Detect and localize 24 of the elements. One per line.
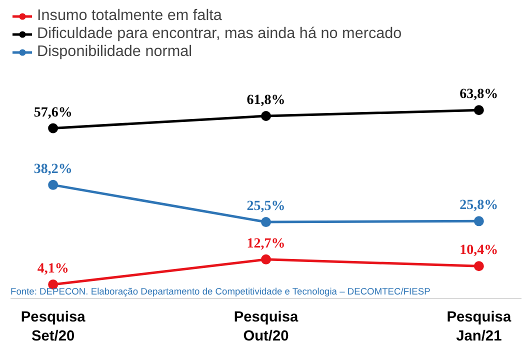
data-label: 12,7% <box>246 236 286 252</box>
data-label: 57,6% <box>34 105 72 120</box>
data-label: 63,8% <box>460 87 498 102</box>
legend-label: Insumo totalmente em falta <box>37 7 222 25</box>
point <box>474 105 484 116</box>
x-tick-label: Pesquisa Jan/21 <box>446 310 512 345</box>
x-tick-label: Pesquisa Set/20 <box>20 310 86 345</box>
x-tick-label: Pesquisa Out/20 <box>234 310 300 345</box>
data-label: 4,1% <box>37 262 69 277</box>
data-label: 10,4% <box>460 243 498 258</box>
point <box>474 216 484 226</box>
data-label: 38,2% <box>34 162 72 177</box>
data-label: 25,5% <box>246 199 286 214</box>
point <box>261 217 271 228</box>
legend-label: Dificuldade para encontrar, mas ainda há no mercado <box>37 25 402 43</box>
source-note: Fonte: DEPECON. Elaboração Departamento de Competitividade e Tecnologia – DECOMTEC/FIESP <box>10 286 430 296</box>
data-label: 61,8% <box>246 92 286 108</box>
data-label: 25,8% <box>460 198 498 214</box>
point <box>48 180 58 190</box>
legend-label: Disponibilidade normal <box>37 43 192 61</box>
point <box>261 254 271 264</box>
point <box>48 123 58 134</box>
point <box>261 110 271 121</box>
point <box>474 261 484 272</box>
